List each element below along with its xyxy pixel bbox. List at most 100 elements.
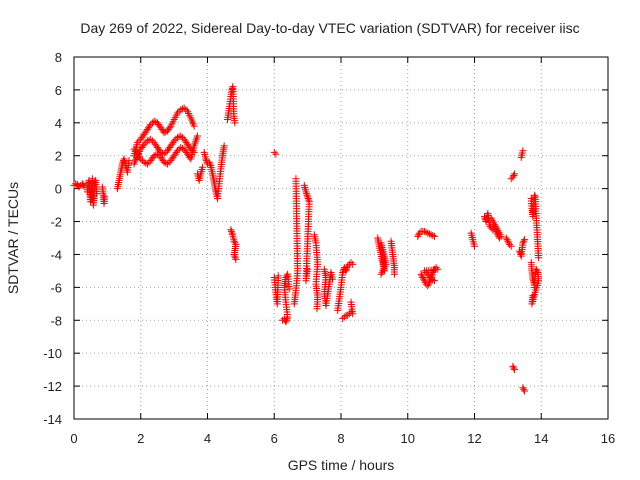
- data-point: [342, 267, 350, 275]
- data-point: [424, 282, 432, 290]
- data-point: [228, 86, 236, 94]
- data-point: [529, 292, 537, 300]
- data-point: [427, 231, 435, 239]
- x-tick-label: 2: [137, 431, 144, 446]
- data-point: [340, 313, 348, 321]
- grid: [74, 57, 608, 419]
- x-tick-label: 14: [534, 431, 548, 446]
- data-point: [415, 229, 423, 237]
- data-point: [125, 157, 133, 165]
- data-point: [283, 272, 291, 280]
- data-point: [133, 139, 141, 147]
- data-point: [519, 239, 527, 247]
- data-point: [270, 148, 278, 156]
- data-point: [511, 170, 519, 178]
- data-point: [429, 276, 437, 284]
- x-tick-label: 0: [70, 431, 77, 446]
- data-point: [272, 150, 280, 158]
- data-point: [502, 234, 510, 242]
- data-point: [220, 142, 228, 150]
- data-point: [519, 384, 527, 392]
- data-points: [70, 83, 543, 395]
- data-point: [418, 272, 426, 280]
- data-point: [163, 160, 171, 168]
- data-point: [173, 147, 181, 155]
- y-tick-label: -2: [50, 215, 62, 230]
- data-point: [535, 254, 543, 262]
- x-tick-label: 10: [401, 431, 415, 446]
- data-point: [347, 308, 355, 316]
- data-point: [471, 242, 478, 250]
- data-point: [377, 270, 385, 278]
- data-point: [170, 137, 178, 145]
- data-point: [182, 106, 190, 114]
- y-tick-label: 6: [55, 83, 62, 98]
- data-point: [302, 188, 310, 196]
- chart-title: Day 269 of 2022, Sidereal Day-to-day VTE…: [80, 20, 579, 36]
- data-point: [344, 262, 352, 270]
- data-point: [153, 150, 161, 158]
- data-point: [152, 151, 160, 159]
- data-point: [420, 227, 428, 235]
- data-point: [147, 135, 155, 143]
- data-point: [137, 155, 145, 163]
- data-point: [292, 175, 300, 183]
- data-point: [510, 364, 518, 372]
- data-point: [93, 190, 101, 198]
- data-point: [344, 311, 352, 319]
- data-point: [282, 316, 290, 324]
- data-point: [205, 158, 213, 166]
- data-point: [101, 193, 109, 201]
- y-tick-label: 4: [55, 116, 62, 131]
- data-point: [285, 285, 293, 293]
- data-point: [511, 366, 519, 374]
- data-point: [228, 84, 236, 92]
- data-point: [520, 237, 528, 245]
- data-point: [274, 272, 282, 280]
- y-tick-label: -8: [50, 313, 62, 328]
- data-point: [75, 183, 83, 191]
- data-point: [521, 236, 529, 244]
- data-point: [231, 119, 239, 127]
- data-point: [160, 129, 168, 137]
- data-point: [349, 260, 357, 268]
- data-point: [142, 159, 150, 167]
- data-point: [166, 124, 174, 132]
- data-point: [190, 122, 198, 130]
- data-point: [429, 232, 437, 240]
- y-tick-label: -4: [50, 247, 62, 262]
- y-tick-label: -6: [50, 280, 62, 295]
- data-point: [520, 385, 528, 393]
- x-tick-label: 8: [337, 431, 344, 446]
- axis-ticks: 0 2 4 6 8 10 12 14 16 -14 -12 -10 -8 -6 -4 -2 0 2 4 6 8: [43, 50, 615, 446]
- data-point: [303, 190, 311, 198]
- data-point: [304, 195, 312, 203]
- x-tick-label: 4: [204, 431, 211, 446]
- data-point: [419, 273, 427, 281]
- data-point: [521, 387, 529, 395]
- data-point: [206, 160, 214, 168]
- data-point: [232, 255, 240, 263]
- y-axis-label: SDTVAR / TECUs: [5, 182, 21, 294]
- data-point: [80, 182, 88, 190]
- data-point: [313, 305, 321, 313]
- data-point: [531, 191, 539, 199]
- x-tick-label: 12: [467, 431, 481, 446]
- x-axis-label: GPS time / hours: [288, 457, 395, 473]
- data-point: [532, 265, 540, 273]
- data-point: [347, 259, 355, 267]
- data-point: [506, 241, 514, 249]
- y-tick-label: 8: [55, 50, 62, 65]
- data-point: [414, 232, 422, 240]
- data-point: [424, 229, 432, 237]
- data-point: [430, 232, 438, 240]
- data-point: [143, 160, 151, 168]
- data-point: [422, 228, 430, 236]
- data-point: [507, 242, 515, 250]
- data-point: [147, 120, 155, 128]
- data-point: [425, 280, 433, 288]
- data-point: [177, 132, 185, 140]
- data-point: [420, 275, 428, 283]
- data-point: [160, 150, 168, 158]
- data-point: [282, 318, 290, 326]
